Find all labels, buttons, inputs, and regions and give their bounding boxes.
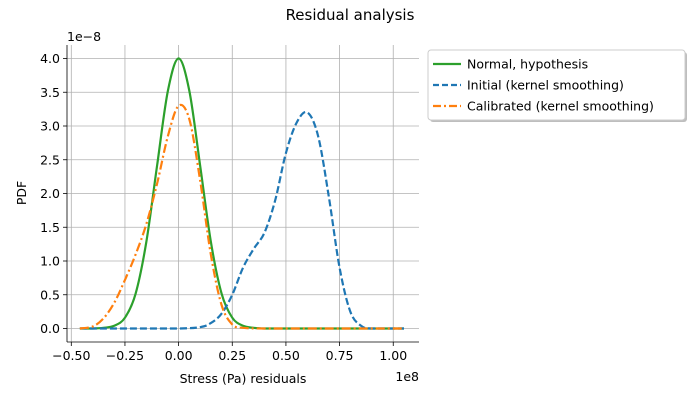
legend-entry-normal: Normal, hypothesis bbox=[467, 57, 588, 72]
y-tick-label: 1.0 bbox=[40, 254, 60, 269]
grid bbox=[67, 45, 419, 342]
x-tick-label: 0.50 bbox=[272, 348, 300, 363]
legend-entry-initial: Initial (kernel smoothing) bbox=[467, 78, 624, 93]
x-tick-label: −0.50 bbox=[52, 348, 90, 363]
y-tick-label: 3.5 bbox=[40, 85, 60, 100]
y-tick-label: 3.0 bbox=[40, 119, 60, 134]
y-tick-label: 2.0 bbox=[40, 186, 60, 201]
series-line-calibrated bbox=[79, 103, 404, 330]
x-tick-label: 0.00 bbox=[165, 348, 193, 363]
x-tick-label: 1.00 bbox=[379, 348, 407, 363]
y-axis-label: PDF bbox=[14, 181, 29, 205]
x-axis-label: Stress (Pa) residuals bbox=[180, 371, 307, 386]
chart-title: Residual analysis bbox=[286, 6, 415, 24]
series-line-initial bbox=[79, 110, 404, 330]
legend-box bbox=[427, 49, 686, 121]
ticks: −0.50 −0.25 0.00 0.25 0.50 0.75 1.00 0.0 0.5 1.0 1… bbox=[40, 51, 407, 363]
x-tick-label: 0.75 bbox=[326, 348, 354, 363]
y-tick-label: 2.5 bbox=[40, 152, 60, 167]
y-tick-label: 0.5 bbox=[40, 287, 60, 302]
y-offset-label: 1e−8 bbox=[67, 29, 101, 44]
series-line-normal bbox=[79, 57, 404, 330]
x-offset-label: 1e8 bbox=[395, 369, 419, 384]
legend: Normal, hypothesis Initial (kernel smooth… bbox=[427, 49, 687, 122]
x-tick-label: 0.25 bbox=[218, 348, 246, 363]
legend-entry-calibrated: Calibrated (kernel smoothing) bbox=[467, 99, 654, 114]
y-tick-label: 0.0 bbox=[40, 321, 60, 336]
y-tick-label: 1.5 bbox=[40, 220, 60, 235]
y-tick-label: 4.0 bbox=[40, 51, 60, 66]
series-lines bbox=[79, 57, 404, 330]
x-tick-label: −0.25 bbox=[106, 348, 144, 363]
